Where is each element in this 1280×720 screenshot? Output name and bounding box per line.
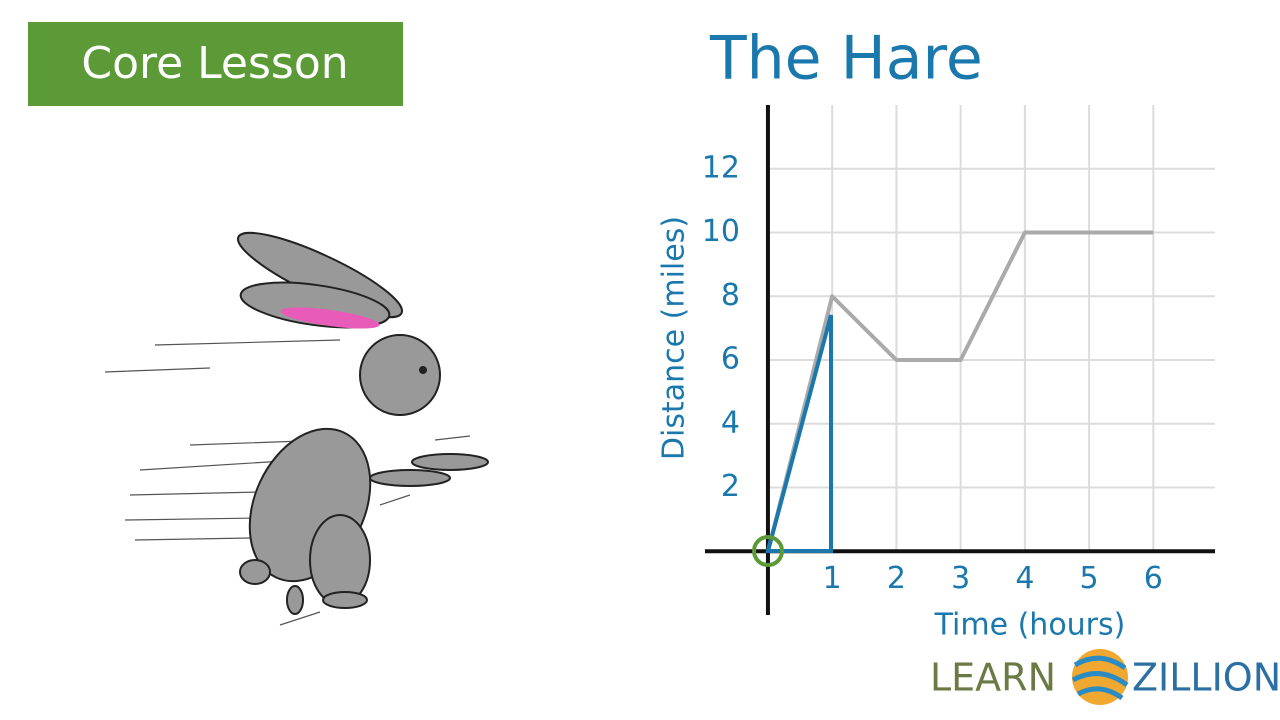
y-tick-label: 2 <box>721 469 740 504</box>
x-tick-label: 4 <box>1015 561 1034 596</box>
x-tick-label: 1 <box>823 561 842 596</box>
data-line <box>766 230 1154 552</box>
x-tick-label: 6 <box>1144 561 1163 596</box>
y-tick-label: 10 <box>702 214 740 249</box>
badge-text: Core Lesson <box>81 38 348 89</box>
slope-triangle <box>752 314 833 567</box>
rabbit <box>104 231 489 626</box>
y-tick-label: 6 <box>721 342 740 377</box>
logo-right: ZILLION <box>1132 656 1280 700</box>
y-axis-title: Distance (miles) <box>657 216 692 460</box>
y-tick-label: 8 <box>721 278 740 313</box>
y-tick-label: 4 <box>721 405 740 440</box>
x-tick-label: 5 <box>1080 561 1099 596</box>
y-tick-label: 12 <box>702 150 740 185</box>
x-tick-label: 3 <box>951 561 970 596</box>
logo-left: LEARN <box>930 656 1056 700</box>
x-axis-title: Time (hours) <box>934 608 1126 643</box>
badge-bg <box>28 22 403 106</box>
logo: LEARN ZILLION <box>930 649 1280 705</box>
chart-title: The Hare <box>709 24 983 94</box>
x-tick-label: 2 <box>887 561 906 596</box>
